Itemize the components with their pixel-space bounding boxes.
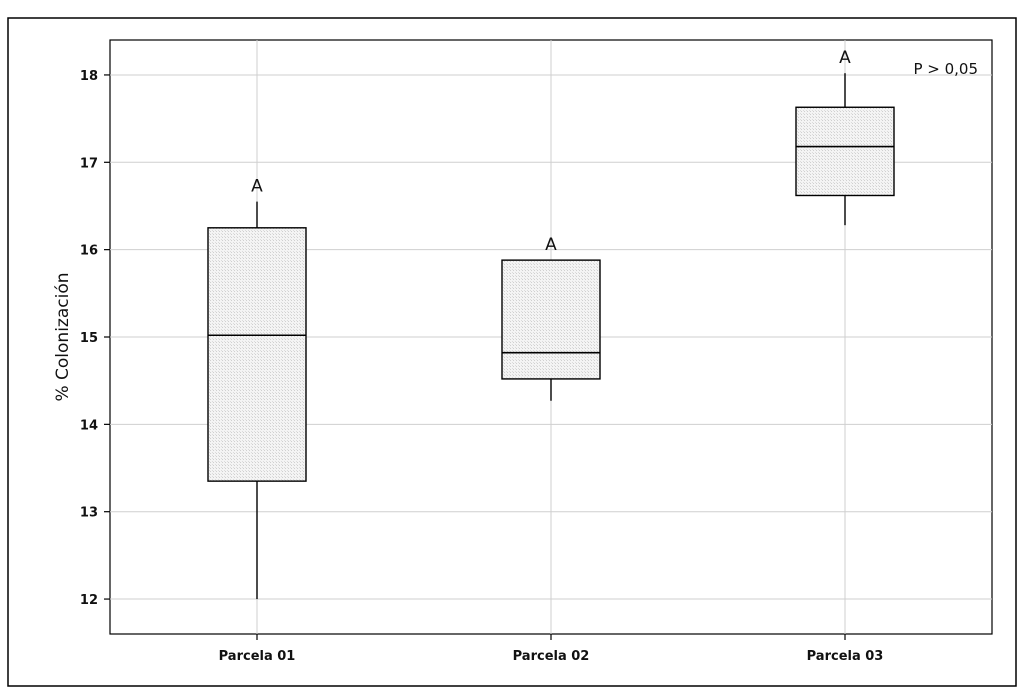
box-iqr	[501, 259, 601, 380]
box-iqr	[207, 227, 307, 482]
y-tick-label: 16	[80, 244, 98, 259]
y-tick-label: 17	[80, 156, 98, 171]
y-tick-label: 18	[80, 69, 98, 84]
y-tick-label: 15	[80, 331, 98, 346]
x-category-label: Parcela 01	[219, 649, 296, 664]
x-category-label: Parcela 03	[807, 649, 884, 664]
boxes-layer: A A A	[207, 48, 895, 600]
figure-border	[7, 17, 1017, 687]
y-tick-label: 14	[80, 418, 98, 433]
x-category-label: Parcela 02	[513, 649, 590, 664]
significance-letter: A	[545, 235, 557, 255]
y-tick-label: 12	[80, 593, 98, 608]
axis-layer: 12 13 14 15 16 17 18 Parcela 01 Parcela 02 Parcel…	[80, 69, 883, 664]
significance-letter: A	[251, 177, 263, 197]
p-value-annotation: P > 0,05	[913, 60, 978, 78]
significance-letter: A	[839, 48, 851, 68]
box-iqr	[795, 106, 895, 197]
y-tick-label: 13	[80, 506, 98, 521]
y-axis-title: % Colonización	[53, 272, 73, 401]
